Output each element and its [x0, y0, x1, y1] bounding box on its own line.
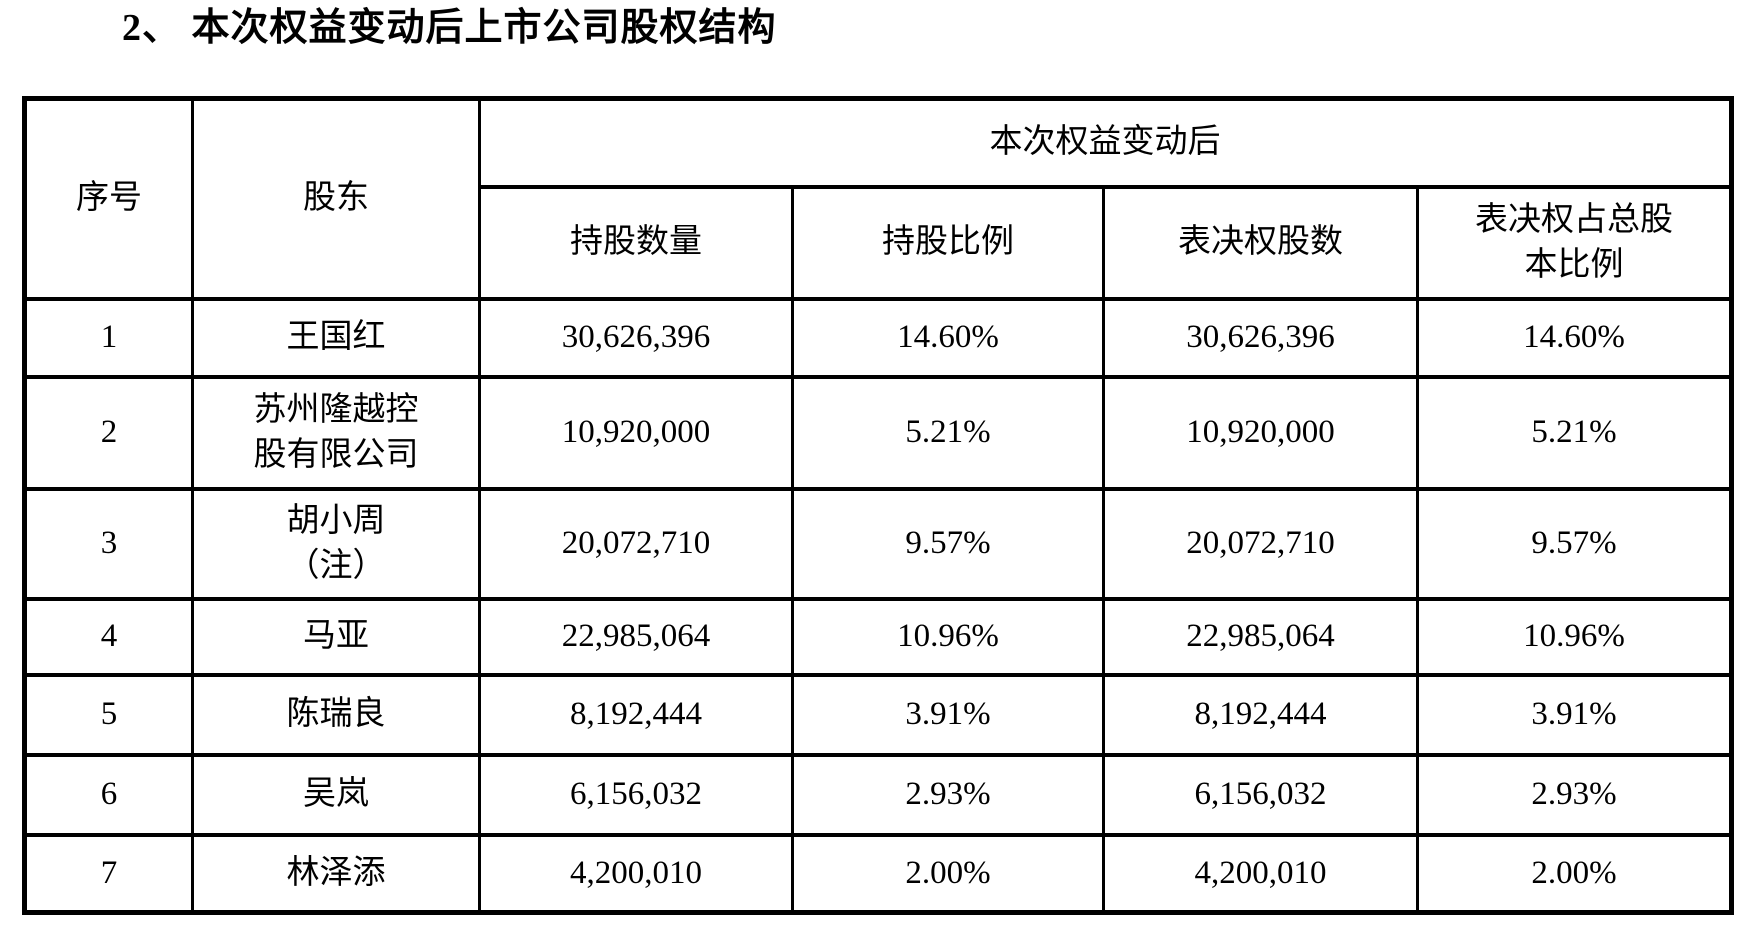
header-row-columns: 持股数量 持股比例 表决权股数 表决权占总股 本比例: [25, 185, 1733, 301]
shareholding-structure-table: 序号 股东 本次权益变动后 持股数量 持股比例 表决权股数 表决权占总股 本比例…: [22, 96, 1734, 915]
cell-shares: 22,985,064: [478, 596, 794, 677]
table-row: 3 胡小周 （注） 20,072,710 9.57% 20,072,710 9.…: [23, 486, 1733, 601]
cell-voting-shares: 30,626,396: [1102, 296, 1419, 379]
cell-shares: 4,200,010: [478, 832, 794, 915]
cell-voting-ratio: 10.96%: [1416, 596, 1733, 677]
cell-no: 2: [23, 374, 194, 491]
cell-ratio: 2.93%: [791, 752, 1105, 837]
cell-voting-shares: 20,072,710: [1102, 486, 1419, 601]
cell-no: 4: [23, 596, 194, 677]
cell-shares: 30,626,396: [478, 296, 794, 379]
header-voting-shares: 表决权股数: [1102, 185, 1419, 301]
cell-no: 6: [23, 752, 194, 837]
document-page: 2、 本次权益变动后上市公司股权结构 序号 股东 本次权益变动后 持股数量 持股…: [0, 6, 1758, 952]
cell-ratio: 2.00%: [791, 832, 1105, 915]
header-no: 序号: [23, 96, 194, 301]
cell-ratio: 10.96%: [791, 596, 1105, 677]
cell-shares: 20,072,710: [478, 486, 794, 601]
cell-voting-ratio: 2.00%: [1416, 832, 1733, 915]
cell-voting-shares: 4,200,010: [1102, 832, 1419, 915]
cell-voting-shares: 22,985,064: [1102, 596, 1419, 677]
cell-voting-shares: 10,920,000: [1102, 374, 1419, 491]
header-voting-ratio: 表决权占总股 本比例: [1416, 185, 1733, 301]
table-row: 5 陈瑞良 8,192,444 3.91% 8,192,444 3.91%: [23, 672, 1733, 757]
cell-no: 3: [23, 486, 194, 601]
table-row: 4 马亚 22,985,064 10.96% 22,985,064 10.96%: [23, 596, 1733, 677]
cell-ratio: 3.91%: [791, 672, 1105, 757]
cell-ratio: 9.57%: [791, 486, 1105, 601]
cell-shareholder: 苏州隆越控 股有限公司: [191, 374, 481, 491]
cell-shareholder: 胡小周 （注）: [191, 486, 481, 601]
table-row: 6 吴岚 6,156,032 2.93% 6,156,032 2.93%: [23, 752, 1733, 837]
header-ratio: 持股比例: [791, 185, 1105, 301]
cell-shareholder: 陈瑞良: [191, 672, 481, 757]
table-row: 1 王国红 30,626,396 14.60% 30,626,396 14.60…: [23, 296, 1733, 379]
header-shares: 持股数量: [478, 185, 794, 301]
cell-shares: 8,192,444: [478, 672, 794, 757]
cell-shareholder: 吴岚: [191, 752, 481, 837]
header-group-after-change: 本次权益变动后: [478, 96, 1733, 189]
cell-ratio: 5.21%: [791, 374, 1105, 491]
cell-shares: 10,920,000: [478, 374, 794, 491]
header-row-group: 序号 股东 本次权益变动后: [23, 96, 1733, 301]
cell-no: 5: [23, 672, 194, 757]
cell-voting-shares: 6,156,032: [1102, 752, 1419, 837]
cell-shareholder: 马亚: [191, 596, 481, 677]
cell-shareholder: 王国红: [191, 296, 481, 379]
cell-shareholder: 林泽添: [191, 832, 481, 915]
cell-ratio: 14.60%: [791, 296, 1105, 379]
cell-voting-ratio: 9.57%: [1416, 486, 1733, 601]
table-row: 7 林泽添 4,200,010 2.00% 4,200,010 2.00%: [23, 832, 1733, 915]
cell-shares: 6,156,032: [478, 752, 794, 837]
cell-no: 1: [23, 296, 194, 379]
cell-voting-ratio: 14.60%: [1416, 296, 1733, 379]
cell-voting-ratio: 3.91%: [1416, 672, 1733, 757]
cell-no: 7: [23, 832, 194, 915]
table-row: 2 苏州隆越控 股有限公司 10,920,000 5.21% 10,920,00…: [23, 374, 1733, 491]
cell-voting-shares: 8,192,444: [1102, 672, 1419, 757]
cell-voting-ratio: 5.21%: [1416, 374, 1733, 491]
cell-voting-ratio: 2.93%: [1416, 752, 1733, 837]
section-title: 2、 本次权益变动后上市公司股权结构: [122, 7, 777, 49]
header-shareholder: 股东: [191, 96, 481, 301]
